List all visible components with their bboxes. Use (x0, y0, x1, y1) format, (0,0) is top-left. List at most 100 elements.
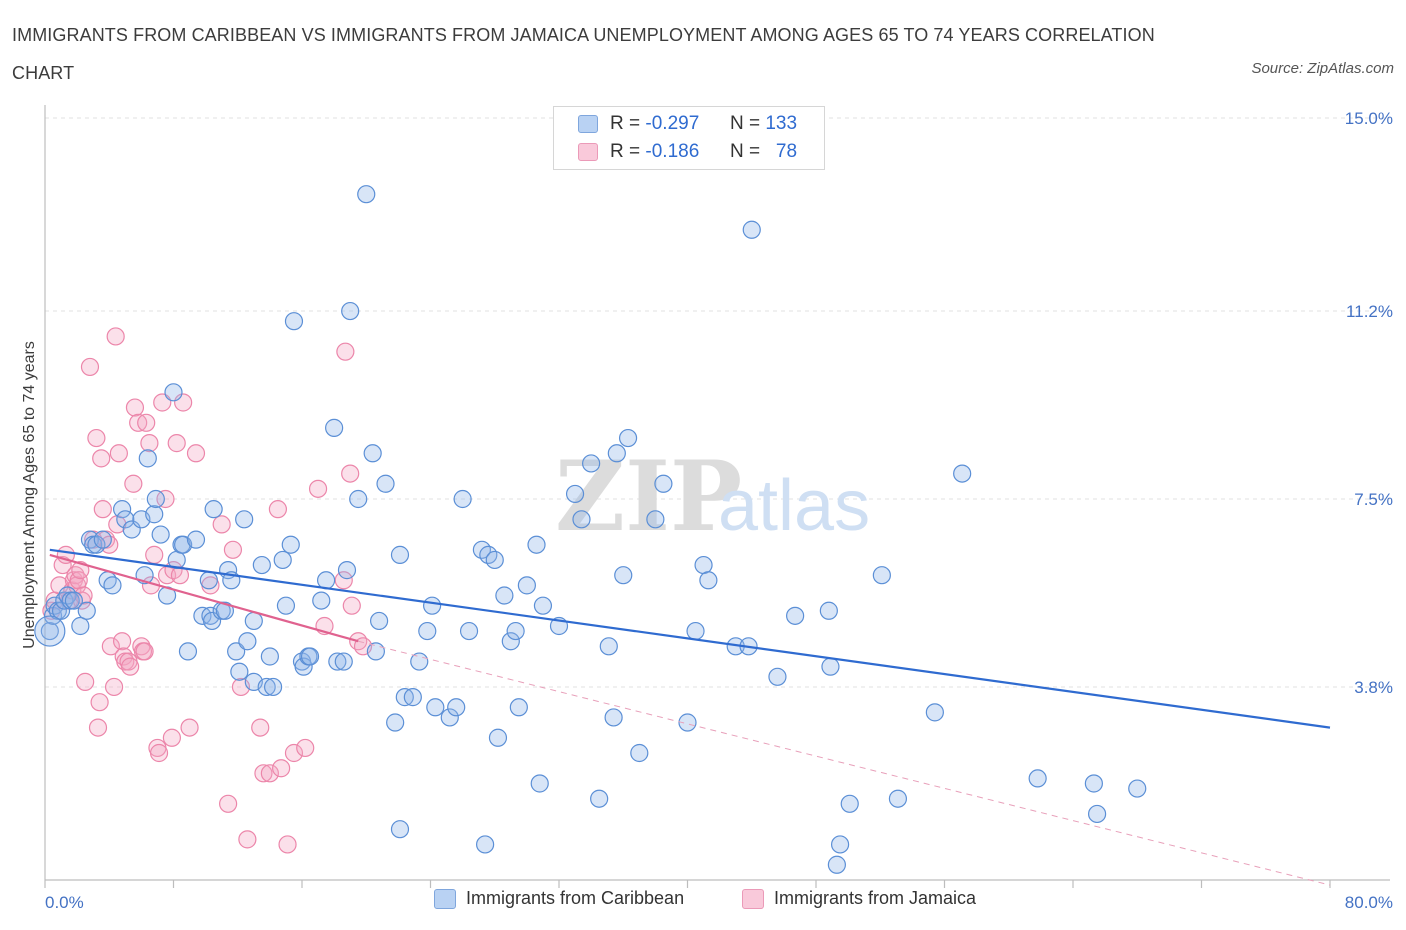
caribbean-point[interactable] (872, 566, 891, 585)
caribbean-point[interactable] (151, 525, 170, 544)
caribbean-point[interactable] (819, 601, 838, 620)
jamaica-point[interactable] (334, 571, 353, 590)
caribbean-point[interactable] (517, 576, 536, 595)
caribbean-point[interactable] (145, 505, 164, 524)
jamaica-point[interactable] (219, 794, 238, 813)
jamaica-point[interactable] (308, 479, 328, 498)
caribbean-point[interactable] (459, 621, 479, 641)
caribbean-point[interactable] (227, 642, 246, 661)
caribbean-point[interactable] (618, 428, 638, 448)
jamaica-point[interactable] (167, 434, 186, 453)
caribbean-point[interactable] (40, 621, 59, 641)
caribbean-point[interactable] (337, 561, 357, 580)
caribbean-point[interactable] (599, 637, 618, 656)
caribbean-point[interactable] (294, 657, 313, 676)
caribbean-point[interactable] (230, 662, 249, 681)
legend-item-jamaica[interactable]: Immigrants from Jamaica (742, 888, 976, 909)
jamaica-point[interactable] (76, 672, 95, 691)
caribbean-point[interactable] (699, 571, 718, 590)
caribbean-point[interactable] (116, 510, 135, 529)
caribbean-point[interactable] (953, 464, 972, 483)
caribbean-point[interactable] (827, 855, 846, 874)
caribbean-point[interactable] (284, 312, 304, 331)
caribbean-point[interactable] (678, 713, 697, 732)
caribbean-point[interactable] (694, 555, 713, 575)
caribbean-point[interactable] (527, 535, 546, 554)
jamaica-point[interactable] (336, 342, 355, 361)
caribbean-point[interactable] (418, 621, 437, 641)
caribbean-point[interactable] (334, 652, 353, 671)
jamaica-point[interactable] (71, 561, 90, 580)
caribbean-point[interactable] (509, 698, 528, 717)
jamaica-point[interactable] (162, 728, 181, 747)
jamaica-point[interactable] (223, 540, 243, 559)
caribbean-point[interactable] (370, 611, 389, 631)
jamaica-point[interactable] (341, 464, 360, 483)
caribbean-point[interactable] (363, 444, 382, 463)
caribbean-point[interactable] (453, 489, 472, 509)
caribbean-point[interactable] (533, 596, 553, 615)
caribbean-point[interactable] (654, 474, 673, 493)
caribbean-point[interactable] (263, 677, 283, 697)
jamaica-point[interactable] (145, 545, 164, 564)
caribbean-cluster-point[interactable] (34, 615, 66, 647)
jamaica-point[interactable] (80, 357, 100, 377)
caribbean-point[interactable] (607, 444, 626, 463)
jamaica-point[interactable] (137, 413, 156, 432)
caribbean-point[interactable] (426, 698, 445, 717)
caribbean-point[interactable] (357, 185, 376, 204)
jamaica-point[interactable] (93, 500, 112, 519)
caribbean-point[interactable] (300, 647, 320, 666)
jamaica-point[interactable] (272, 759, 291, 778)
caribbean-point[interactable] (103, 576, 122, 595)
jamaica-point[interactable] (342, 596, 361, 615)
caribbean-point[interactable] (476, 835, 495, 854)
caribbean-point[interactable] (495, 586, 514, 605)
caribbean-point[interactable] (786, 606, 805, 625)
jamaica-point[interactable] (284, 743, 304, 763)
caribbean-point[interactable] (390, 545, 410, 564)
caribbean-point[interactable] (260, 647, 279, 666)
caribbean-point[interactable] (840, 794, 859, 813)
caribbean-point[interactable] (572, 510, 591, 529)
caribbean-point[interactable] (1084, 774, 1103, 793)
caribbean-point[interactable] (77, 601, 96, 620)
jamaica-point[interactable] (90, 693, 109, 712)
caribbean-point[interactable] (112, 500, 132, 519)
caribbean-point[interactable] (281, 535, 300, 554)
jamaica-point[interactable] (149, 743, 169, 763)
caribbean-point[interactable] (646, 510, 665, 529)
caribbean-point[interactable] (186, 530, 206, 549)
caribbean-point[interactable] (276, 596, 296, 615)
caribbean-point[interactable] (146, 489, 165, 509)
jamaica-point[interactable] (251, 718, 270, 737)
caribbean-point[interactable] (488, 728, 508, 747)
jamaica-point[interactable] (170, 566, 190, 585)
caribbean-point[interactable] (328, 652, 347, 671)
jamaica-point[interactable] (101, 637, 120, 656)
caribbean-point[interactable] (565, 484, 585, 504)
caribbean-point[interactable] (366, 642, 385, 661)
caribbean-point[interactable] (485, 550, 504, 570)
caribbean-point[interactable] (614, 566, 633, 585)
caribbean-point[interactable] (582, 454, 601, 473)
caribbean-point[interactable] (742, 220, 761, 239)
caribbean-point[interactable] (830, 835, 850, 854)
caribbean-point[interactable] (235, 510, 254, 529)
jamaica-point[interactable] (156, 489, 175, 509)
caribbean-point[interactable] (341, 301, 360, 321)
caribbean-point[interactable] (64, 591, 84, 610)
caribbean-point[interactable] (178, 642, 198, 661)
caribbean-point[interactable] (925, 703, 944, 722)
caribbean-point[interactable] (590, 789, 609, 808)
caribbean-point[interactable] (403, 688, 422, 707)
caribbean-point[interactable] (390, 820, 410, 839)
jamaica-point[interactable] (254, 764, 273, 783)
caribbean-point[interactable] (325, 418, 344, 437)
caribbean-point[interactable] (686, 621, 705, 641)
caribbean-point[interactable] (376, 474, 395, 493)
caribbean-point[interactable] (630, 743, 649, 763)
caribbean-point[interactable] (423, 596, 442, 615)
caribbean-point[interactable] (204, 500, 223, 519)
jamaica-point[interactable] (87, 428, 106, 448)
